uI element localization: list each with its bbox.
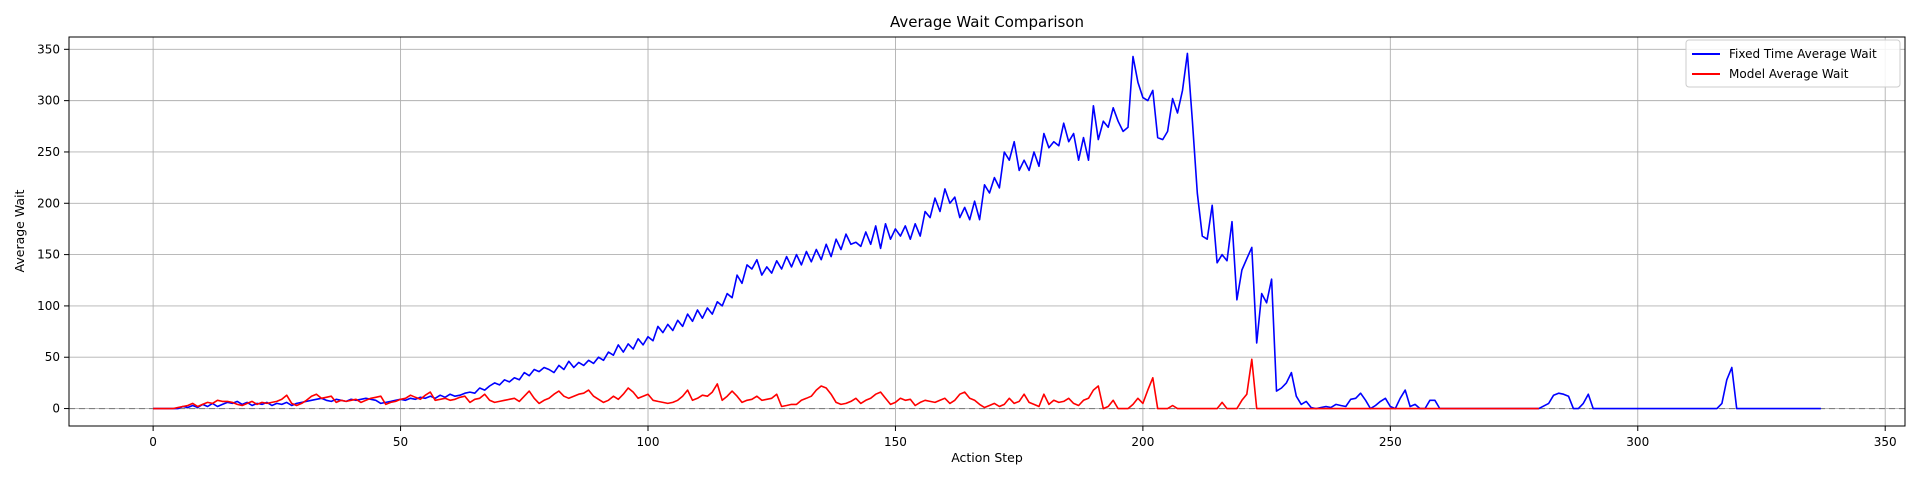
y-tick-label: 0 [52,402,60,416]
y-tick-label: 50 [45,350,60,364]
y-tick-label: 150 [37,248,60,262]
plot-area-frame [68,36,1906,427]
y-axis: 0 50 100 150 200 250 300 350 [37,42,69,416]
y-tick-label: 200 [37,196,60,210]
y-tick-label: 250 [37,145,60,159]
legend: Fixed Time Average Wait Model Average Wa… [1685,39,1901,88]
x-axis-label: Action Step [951,450,1023,465]
legend-label-model: Model Average Wait [1729,67,1849,81]
y-tick-label: 350 [37,42,60,56]
x-tick-label: 250 [1379,435,1402,449]
legend-label-fixed: Fixed Time Average Wait [1729,47,1877,61]
x-tick-label: 300 [1626,435,1649,449]
series-line-model [153,358,1539,410]
y-tick-label: 300 [37,94,60,108]
x-tick-label: 0 [149,435,157,449]
x-tick-label: 50 [393,435,408,449]
x-axis: 0 50 100 150 200 250 300 350 [149,426,1897,449]
legend-frame [1685,39,1901,88]
x-tick-label: 150 [884,435,907,449]
y-tick-label: 100 [37,299,60,313]
x-tick-label: 100 [637,435,660,449]
chart-title: Average Wait Comparison [890,13,1084,31]
x-tick-label: 200 [1131,435,1154,449]
y-axis-label: Average Wait [12,189,27,272]
x-tick-label: 350 [1874,435,1897,449]
series-group [153,52,1821,410]
